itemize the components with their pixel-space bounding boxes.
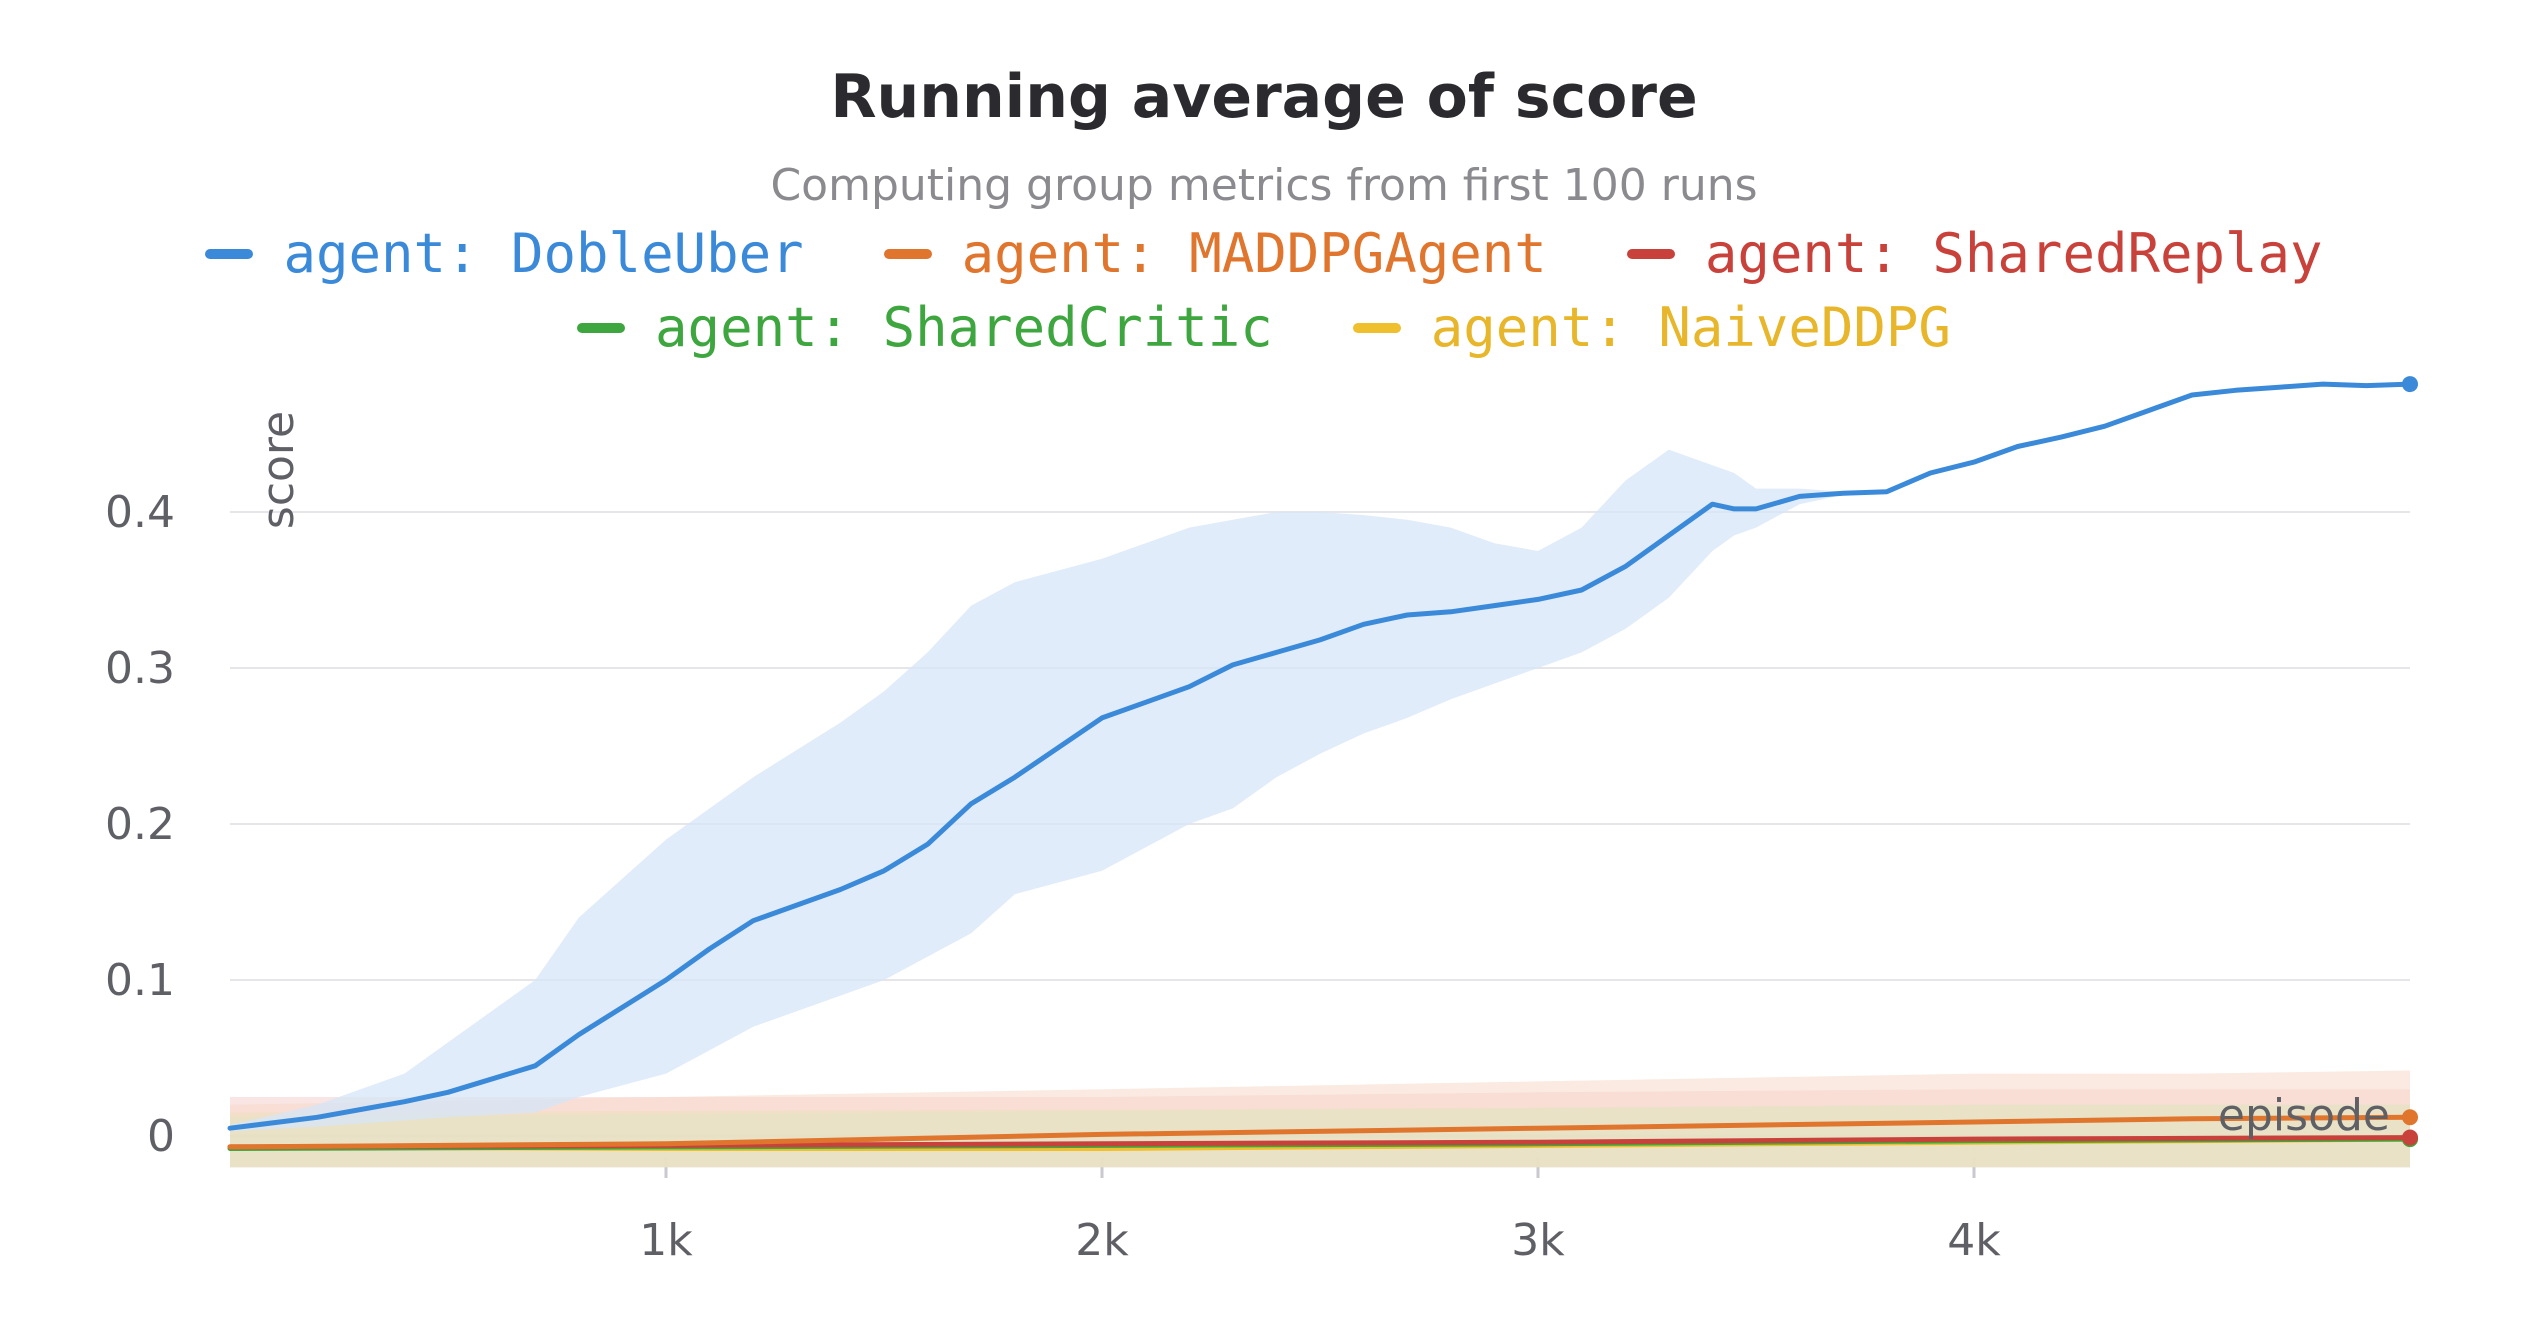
series-end-point xyxy=(2402,1129,2418,1146)
legend-item-maddpgagent[interactable]: agent: MADDPGAgent xyxy=(883,222,1547,285)
x-tick-label: 2k xyxy=(1075,1215,1129,1266)
series-end-point xyxy=(2402,1109,2418,1126)
y-tick-label: 0.4 xyxy=(105,487,175,538)
series-end-point xyxy=(2402,376,2418,393)
chart-subtitle: Computing group metrics from first 100 r… xyxy=(770,160,1758,211)
confidence-band xyxy=(230,1104,2410,1168)
legend-label: agent: SharedReplay xyxy=(1704,222,2323,285)
x-tick-label: 1k xyxy=(639,1215,693,1266)
legend-label: agent: MADDPGAgent xyxy=(961,222,1547,285)
legend-label: agent: DobleUber xyxy=(283,222,804,285)
legend-item-dobleuber[interactable]: agent: DobleUber xyxy=(205,222,804,285)
y-tick-label: 0.3 xyxy=(105,643,175,694)
legend-item-sharedreplay[interactable]: agent: SharedReplay xyxy=(1626,222,2323,285)
x-tick-label: 3k xyxy=(1511,1215,1565,1266)
chart-title: Running average of score xyxy=(830,62,1698,132)
legend-row-2: agent: SharedCritic agent: NaiveDDPG xyxy=(0,296,2528,359)
legend-swatch xyxy=(205,248,254,259)
confidence-band xyxy=(230,382,2410,1132)
legend-item-naiveddpg[interactable]: agent: NaiveDDPG xyxy=(1352,296,1951,359)
legend-label: agent: NaiveDDPG xyxy=(1430,296,1951,359)
legend-swatch xyxy=(1352,322,1401,333)
y-axis-label: score xyxy=(253,411,304,529)
y-tick-label: 0.1 xyxy=(105,955,175,1006)
x-axis-label: episode xyxy=(2218,1090,2390,1141)
x-tick-label: 4k xyxy=(1947,1215,2001,1266)
legend-swatch xyxy=(1626,248,1675,259)
legend-item-sharedcritic[interactable]: agent: SharedCritic xyxy=(577,296,1273,359)
y-tick-label: 0 xyxy=(147,1111,175,1162)
legend-swatch xyxy=(883,248,932,259)
legend-row-1: agent: DobleUber agent: MADDPGAgent agen… xyxy=(0,222,2528,285)
legend-label: agent: SharedCritic xyxy=(655,296,1273,359)
y-tick-label: 0.2 xyxy=(105,799,175,850)
legend-swatch xyxy=(577,322,626,333)
series-line xyxy=(227,1114,2413,1150)
series-line xyxy=(227,381,2413,1131)
